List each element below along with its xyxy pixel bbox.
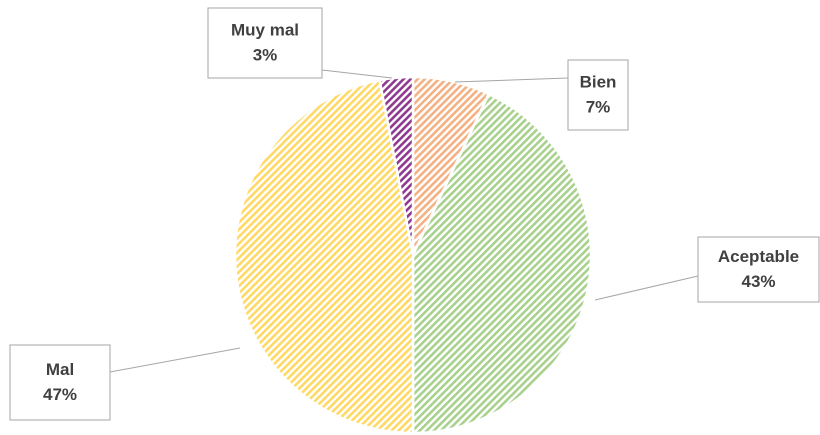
value-label: 43%	[741, 272, 775, 291]
category-label: Mal	[46, 360, 74, 379]
category-label: Muy mal	[231, 20, 299, 39]
label-box	[207, 7, 323, 79]
pie-slice	[233, 78, 415, 435]
label-box	[567, 59, 629, 131]
label-box	[9, 344, 111, 421]
category-label: Aceptable	[718, 247, 799, 266]
value-label: 7%	[586, 97, 611, 116]
leader-line	[321, 69, 393, 79]
leader-line	[454, 77, 569, 83]
pie-slice	[378, 75, 415, 256]
leader-line	[594, 275, 699, 301]
label-box	[697, 236, 820, 303]
category-label: Bien	[580, 72, 617, 91]
value-label: 47%	[43, 385, 77, 404]
pie-slice	[411, 92, 593, 435]
value-label: 3%	[253, 45, 278, 64]
leader-line	[109, 347, 241, 373]
